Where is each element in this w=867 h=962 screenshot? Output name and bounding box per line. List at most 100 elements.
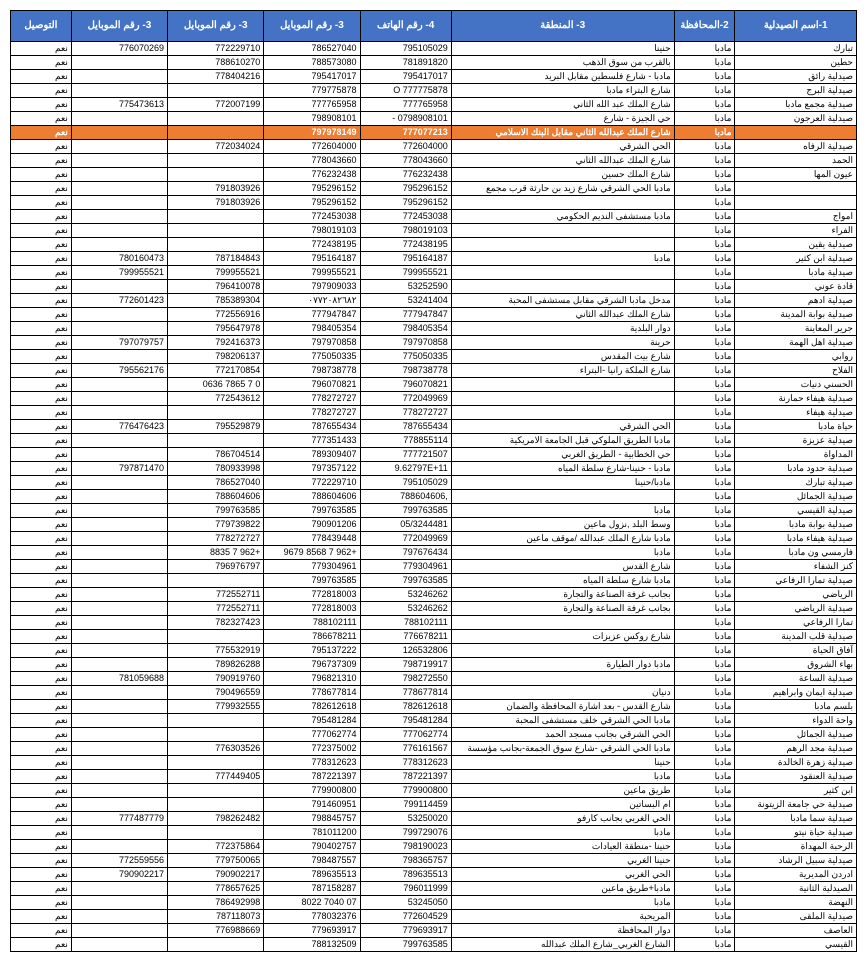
cell bbox=[168, 406, 264, 420]
cell: العاصف bbox=[735, 924, 857, 938]
cell bbox=[71, 70, 167, 84]
cell: 772049969 bbox=[360, 532, 451, 546]
cell: 772552711 bbox=[168, 602, 264, 616]
cell: 796821310 bbox=[264, 672, 360, 686]
cell: نعم bbox=[11, 588, 72, 602]
cell: حياة مادبا bbox=[735, 420, 857, 434]
cell: مادبا bbox=[674, 42, 735, 56]
cell: مادبا bbox=[451, 770, 674, 784]
cell: 05/3244481 bbox=[360, 518, 451, 532]
cell: صيدلية العرجون bbox=[735, 112, 857, 126]
cell: نعم bbox=[11, 574, 72, 588]
cell: نعم bbox=[11, 798, 72, 812]
cell: مادبا bbox=[674, 546, 735, 560]
cell bbox=[168, 574, 264, 588]
cell bbox=[71, 126, 167, 140]
cell: حنينا -منطقة العيادات bbox=[451, 840, 674, 854]
cell: 776678211 bbox=[360, 630, 451, 644]
cell: 775532919 bbox=[168, 644, 264, 658]
cell: 772453038 bbox=[264, 210, 360, 224]
cell: شارع الملك عبد الله الثاني bbox=[451, 98, 674, 112]
cell: 790902217 bbox=[168, 868, 264, 882]
table-row: كنز الشفاءمادباشارع القدس779304961779304… bbox=[11, 560, 857, 574]
cell: نعم bbox=[11, 210, 72, 224]
cell: 126532806 bbox=[360, 644, 451, 658]
cell: 779304961 bbox=[264, 560, 360, 574]
cell: 772552711 bbox=[168, 588, 264, 602]
cell: صيدلية الجمائل bbox=[735, 490, 857, 504]
cell: دوار المحافظة bbox=[451, 924, 674, 938]
table-row: صيدلية الساعةمادبا7982725507968213107909… bbox=[11, 672, 857, 686]
cell: 798206137 bbox=[168, 350, 264, 364]
cell: شارع القدس - بعد اشارة المحافظة والضمان bbox=[451, 700, 674, 714]
cell bbox=[168, 938, 264, 952]
cell: مادبا bbox=[674, 420, 735, 434]
cell: صيدلية مجد الرهم bbox=[735, 742, 857, 756]
cell bbox=[71, 700, 167, 714]
table-row: صيدلية حياة نيتومادبامادبا79972907678101… bbox=[11, 826, 857, 840]
cell: نعم bbox=[11, 420, 72, 434]
cell: مادبا bbox=[674, 154, 735, 168]
cell: نعم bbox=[11, 490, 72, 504]
table-row: صيدلية ادهممادبامدخل مادبا الشرقي مقابل … bbox=[11, 294, 857, 308]
cell: مادبا bbox=[674, 322, 735, 336]
cell: نعم bbox=[11, 84, 72, 98]
cell: مادبا bbox=[674, 98, 735, 112]
cell: حرينة bbox=[451, 336, 674, 350]
cell: صيدلية ادهم bbox=[735, 294, 857, 308]
cell bbox=[451, 238, 674, 252]
cell: مادبا bbox=[674, 714, 735, 728]
cell: 795481284 bbox=[264, 714, 360, 728]
cell: الحي الشرقي bbox=[451, 140, 674, 154]
cell: مادبا الحي الشرقي خلف مستشفى المحبة bbox=[451, 714, 674, 728]
column-header-7: التوصيل bbox=[11, 11, 72, 42]
cell: 778043660 bbox=[264, 154, 360, 168]
cell: 795164187 bbox=[264, 252, 360, 266]
table-row: صيدلية هيفاء حمارنةمادبا7720499697782727… bbox=[11, 392, 857, 406]
cell: مادبا bbox=[674, 868, 735, 882]
cell: شارع القدس bbox=[451, 560, 674, 574]
cell bbox=[451, 616, 674, 630]
cell: دنيان bbox=[451, 686, 674, 700]
cell bbox=[71, 924, 167, 938]
cell: 778272727 bbox=[360, 406, 451, 420]
cell: 786704514 bbox=[168, 448, 264, 462]
cell: صيدلية الجمائل bbox=[735, 728, 857, 742]
cell: مادبا bbox=[674, 938, 735, 952]
cell bbox=[71, 728, 167, 742]
table-row: صيدلية تباركمادبامادبا/حنينا795105029772… bbox=[11, 476, 857, 490]
cell: نعم bbox=[11, 406, 72, 420]
cell: 791460951 bbox=[264, 798, 360, 812]
cell: 780160473 bbox=[71, 252, 167, 266]
cell: بالقرب من سوق الذهب bbox=[451, 56, 674, 70]
cell: 772049969 bbox=[360, 392, 451, 406]
cell: 782612618 bbox=[360, 700, 451, 714]
cell: 798719917 bbox=[360, 658, 451, 672]
cell: مادبا bbox=[674, 252, 735, 266]
cell: تمارا الرفاعي bbox=[735, 616, 857, 630]
cell: 776070269 bbox=[71, 42, 167, 56]
cell bbox=[168, 798, 264, 812]
cell: مادبا الحي الشرقي -شارع سوق الجمعة-بجانب… bbox=[451, 742, 674, 756]
table-row: صيدلية مجد الرهممادبامادبا الحي الشرقي -… bbox=[11, 742, 857, 756]
cell bbox=[451, 224, 674, 238]
cell: واحة الدواء bbox=[735, 714, 857, 728]
table-row: النهضةمادبامادبا5324505007 7040 80227864… bbox=[11, 896, 857, 910]
cell: 53250020 bbox=[360, 812, 451, 826]
cell: 798019103 bbox=[360, 224, 451, 238]
cell: 53246262 bbox=[360, 602, 451, 616]
table-row: صيدلية اهل الهمةمادباحرينة79797085879797… bbox=[11, 336, 857, 350]
cell: نعم bbox=[11, 70, 72, 84]
table-row: مادبا795296152795296152791803926نعم bbox=[11, 196, 857, 210]
column-header-4: 3- رقم الموبايل bbox=[264, 11, 360, 42]
cell: نعم bbox=[11, 168, 72, 182]
cell bbox=[168, 434, 264, 448]
cell: صيدلية يقين bbox=[735, 238, 857, 252]
cell: صيدلية سما مادبا bbox=[735, 812, 857, 826]
cell: نعم bbox=[11, 924, 72, 938]
cell: مادبا bbox=[674, 826, 735, 840]
cell: حي الجيزة - شارع bbox=[451, 112, 674, 126]
cell bbox=[735, 196, 857, 210]
cell: 787221397 bbox=[264, 770, 360, 784]
cell: مادبا bbox=[674, 532, 735, 546]
